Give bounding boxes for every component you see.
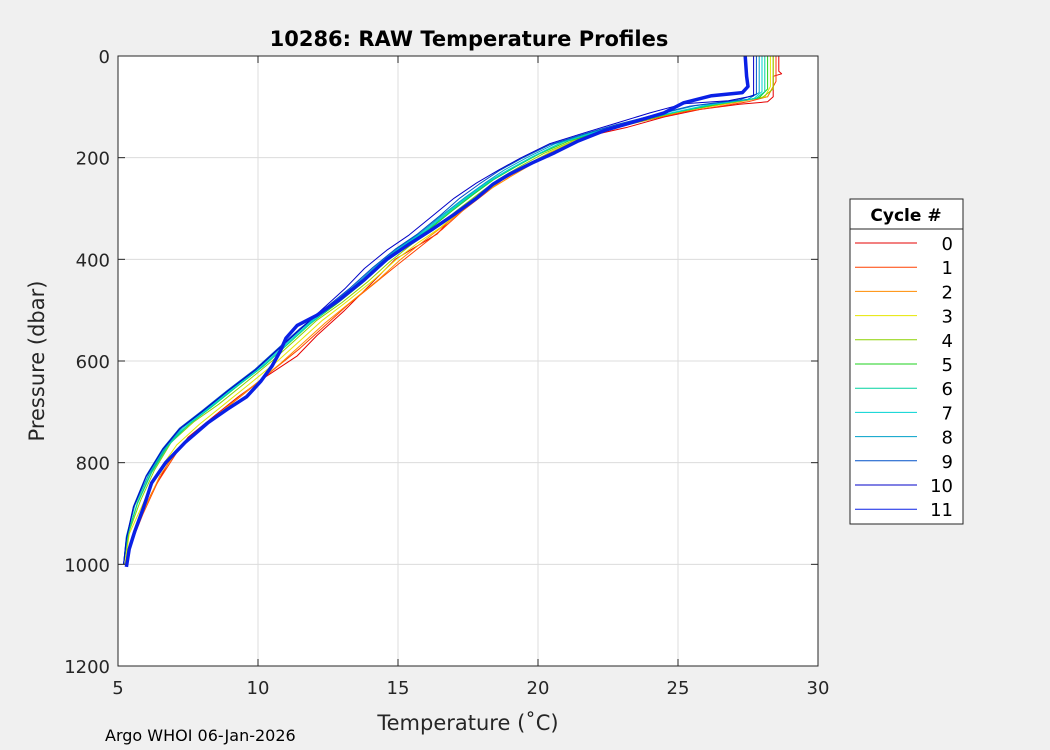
legend-label-cycle-6: 6 (942, 379, 953, 400)
y-tick-label: 600 (76, 352, 110, 373)
legend-box (849, 198, 964, 525)
y-tick-label: 0 (99, 47, 110, 68)
y-tick-label: 400 (76, 250, 110, 271)
legend-label-cycle-8: 8 (942, 428, 953, 449)
y-tick-label: 1200 (64, 657, 110, 678)
ticks: 5 10 15 20 25 30 0 200 400 600 800 1000 1200 (64, 47, 829, 699)
chart-title: 10286: RAW Temperature Profiles (270, 27, 669, 51)
legend-label-cycle-1: 1 (942, 258, 953, 279)
legend-label-cycle-10: 10 (930, 476, 953, 497)
legend: Cycle # 0 1 2 3 4 5 6 7 8 9 10 11 (849, 198, 964, 525)
x-axis-label: Temperature (˚C) (376, 711, 558, 735)
series-line-cycle-10 (123, 56, 755, 565)
x-tick-label: 30 (807, 678, 830, 699)
series-lines (123, 55, 783, 568)
x-tick-label: 10 (247, 678, 270, 699)
y-tick-label: 800 (76, 454, 110, 475)
x-tick-label: 25 (667, 678, 690, 699)
legend-label-cycle-2: 2 (942, 282, 953, 303)
legend-label-cycle-7: 7 (942, 403, 953, 424)
series-line-cycle-11 (124, 55, 750, 568)
legend-label-cycle-5: 5 (942, 355, 953, 376)
x-tick-label: 15 (387, 678, 410, 699)
legend-label-cycle-0: 0 (942, 234, 953, 255)
x-tick-label: 20 (527, 678, 550, 699)
grid (117, 55, 819, 667)
legend-label-cycle-4: 4 (942, 331, 953, 352)
x-tick-label: 5 (112, 678, 123, 699)
legend-label-cycle-9: 9 (942, 452, 953, 473)
y-tick-label: 1000 (64, 555, 110, 576)
legend-label-cycle-3: 3 (942, 307, 953, 328)
legend-title: Cycle # (870, 206, 941, 226)
y-axis-label: Pressure (dbar) (25, 281, 49, 442)
footer-text: Argo WHOI 06-Jan-2026 (105, 726, 296, 745)
series-line-cycle-9 (123, 56, 757, 565)
y-tick-label: 200 (76, 149, 110, 170)
legend-label-cycle-11: 11 (930, 500, 953, 521)
legend-items: 0 1 2 3 4 5 6 7 8 9 10 11 (855, 234, 953, 521)
